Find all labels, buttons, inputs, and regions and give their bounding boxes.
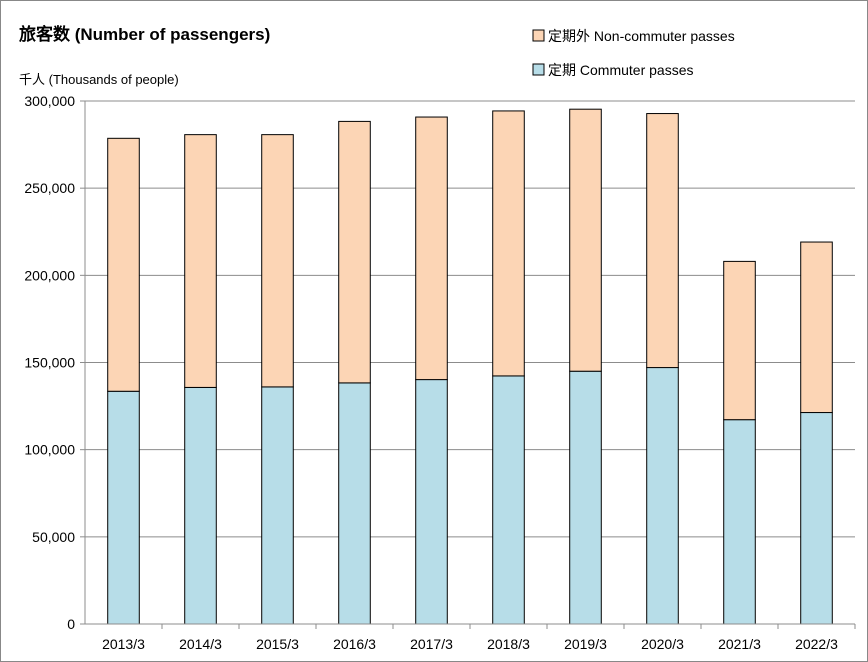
x-tick-label: 2019/3 xyxy=(564,636,607,652)
bar-non-commuter xyxy=(415,116,448,381)
x-tick-label: 2013/3 xyxy=(102,636,145,652)
legend: 定期外 Non-commuter passes 定期 Commuter passe… xyxy=(532,28,735,78)
bar-non-commuter xyxy=(569,108,602,372)
bar-non-commuter xyxy=(338,120,371,384)
y-tick-label: 250,000 xyxy=(24,180,75,196)
x-tick-label: 2021/3 xyxy=(718,636,761,652)
y-tick-label: 300,000 xyxy=(24,93,75,109)
y-tick-label: 0 xyxy=(67,616,75,632)
bar-commuter xyxy=(800,412,833,625)
y-tick-label: 150,000 xyxy=(24,355,75,371)
x-axis-ticks: 2013/3 2014/3 2015/3 2016/3 2017/3 2018/3 2019… xyxy=(102,624,856,652)
x-tick-label: 2016/3 xyxy=(333,636,376,652)
bar-commuter xyxy=(184,386,217,625)
bar-commuter xyxy=(646,367,679,625)
legend-label-commuter: 定期 Commuter passes xyxy=(548,62,693,78)
legend-swatch-non-commuter xyxy=(532,29,545,42)
x-tick-label: 2020/3 xyxy=(641,636,684,652)
bar-non-commuter xyxy=(261,134,294,388)
y-axis-unit-label: 千人 (Thousands of people) xyxy=(19,72,179,87)
bar-non-commuter xyxy=(800,241,833,414)
bar-commuter xyxy=(415,379,448,625)
bar-non-commuter xyxy=(107,137,140,392)
bar-non-commuter xyxy=(646,113,679,369)
bar-non-commuter xyxy=(492,110,525,377)
y-tick-label: 50,000 xyxy=(32,529,75,545)
bar-commuter xyxy=(492,375,525,625)
bar-commuter xyxy=(107,390,140,625)
bar-commuter xyxy=(338,382,371,625)
x-tick-label: 2015/3 xyxy=(256,636,299,652)
bar-commuter xyxy=(569,370,602,625)
x-tick-label: 2017/3 xyxy=(410,636,453,652)
x-tick-label: 2018/3 xyxy=(487,636,530,652)
bar-non-commuter xyxy=(723,260,756,421)
x-tick-label: 2014/3 xyxy=(179,636,222,652)
y-tick-label: 100,000 xyxy=(24,442,75,458)
bar-commuter xyxy=(261,386,294,625)
legend-label-non-commuter: 定期外 Non-commuter passes xyxy=(548,28,735,44)
legend-swatch-commuter xyxy=(532,63,545,76)
chart-title: 旅客数 (Number of passengers) xyxy=(19,24,270,44)
bar-commuter xyxy=(723,419,756,625)
y-axis-ticks: 0 50,000 100,000 150,000 200,000 250,000 300,0… xyxy=(24,93,85,632)
y-tick-label: 200,000 xyxy=(24,267,75,283)
bars xyxy=(107,108,833,625)
bar-non-commuter xyxy=(184,134,217,388)
x-tick-label: 2022/3 xyxy=(795,636,838,652)
